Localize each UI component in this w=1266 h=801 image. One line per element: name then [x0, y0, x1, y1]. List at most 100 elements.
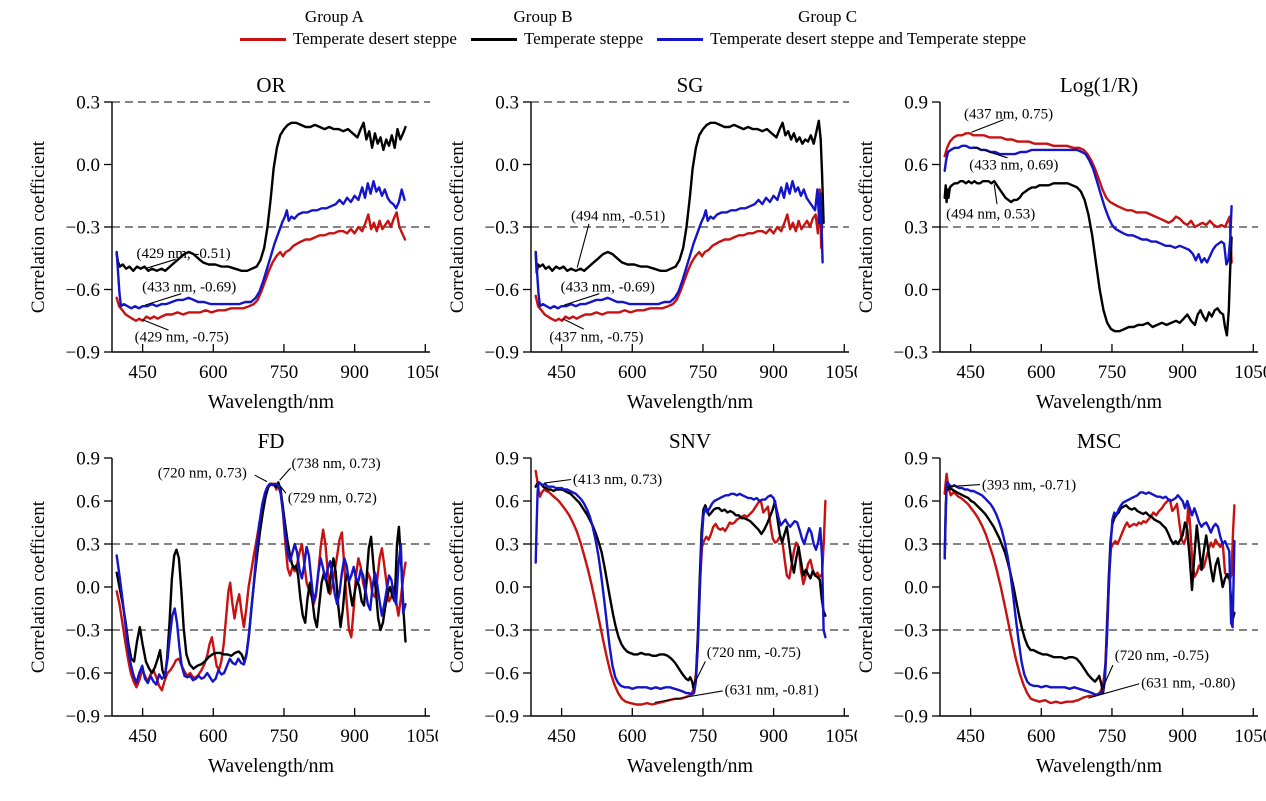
annotation-leader-line: [1100, 664, 1114, 692]
y-tick-label: −0.6: [894, 664, 928, 685]
x-axis-label: Wavelength/nm: [208, 391, 335, 413]
series-line: [534, 469, 827, 706]
series-line: [115, 211, 407, 323]
x-tick-label: 600: [618, 362, 647, 383]
annotation-label: (494 nm, -0.51): [571, 209, 665, 225]
annotation-label: (631 nm, -0.80): [1141, 675, 1235, 691]
series-line: [943, 481, 1236, 696]
series-line: [943, 485, 1236, 695]
x-tick-label: 600: [1027, 726, 1056, 747]
y-tick-label: −0.3: [894, 343, 928, 364]
x-tick-label: 900: [1168, 726, 1197, 747]
legend-line-blue-icon: [657, 37, 704, 41]
y-tick-label: 0.9: [904, 449, 928, 470]
y-tick-label: 0.0: [495, 155, 519, 176]
y-tick-label: 0.3: [904, 535, 928, 556]
plot-title: SNV: [669, 429, 711, 453]
y-tick-label: 0.3: [76, 93, 100, 114]
y-tick-label: −0.3: [894, 621, 928, 642]
y-tick-label: 0.0: [76, 155, 100, 176]
series-line: [115, 482, 407, 686]
annotation-leader-line: [993, 184, 998, 205]
y-tick-label: 0.9: [76, 449, 100, 470]
x-tick-label: 900: [340, 362, 369, 383]
y-tick-label: −0.3: [66, 218, 100, 239]
x-tick-label: 450: [956, 726, 985, 747]
annotation-label: (437 nm, 0.75): [964, 106, 1053, 122]
x-axis-label: Wavelength/nm: [208, 755, 335, 777]
y-tick-label: 0.9: [495, 449, 519, 470]
x-tick-label: 750: [689, 726, 718, 747]
annotation-label: (720 nm, -0.75): [707, 645, 801, 661]
annotation-label: (720 nm, -0.75): [1115, 648, 1209, 664]
y-axis-label: Correlation coefficient: [856, 500, 877, 673]
x-tick-label: 450: [547, 362, 576, 383]
legend-group-c: Group C Temperate desert steppe and Temp…: [657, 6, 1026, 50]
y-tick-label: 0.6: [904, 492, 928, 513]
annotation-leader-line: [144, 258, 176, 270]
series-line: [534, 119, 825, 275]
annotation-leader-line: [654, 690, 723, 703]
x-tick-label: 600: [199, 362, 228, 383]
y-tick-label: −0.6: [66, 280, 100, 301]
legend-label-group-a: Temperate desert steppe: [292, 29, 457, 48]
y-axis-label: Correlation coefficient: [856, 140, 877, 313]
annotation-label: (433 nm, -0.69): [142, 279, 236, 295]
annotation-label: (494 nm, 0.53): [946, 206, 1035, 222]
y-tick-label: −0.3: [66, 621, 100, 642]
y-tick-label: −0.3: [485, 218, 519, 239]
x-axis-label: Wavelength/nm: [627, 755, 754, 777]
series-line: [115, 179, 406, 310]
annotation-leader-line: [971, 119, 1004, 133]
x-tick-label: 750: [270, 726, 299, 747]
series-line: [115, 121, 407, 273]
y-tick-label: −0.9: [66, 707, 100, 728]
y-tick-label: 0.3: [495, 93, 519, 114]
y-axis-label: Correlation coefficient: [28, 500, 49, 673]
annotation-leader-line: [576, 223, 590, 268]
y-tick-label: 0.3: [904, 218, 928, 239]
legend-label-group-c: Temperate desert steppe and Temperate st…: [710, 29, 1027, 48]
series-line: [943, 179, 1233, 337]
y-tick-label: −0.9: [485, 343, 519, 364]
annotation-leader-line: [144, 293, 182, 306]
annotation-leader-line: [973, 146, 1008, 159]
y-tick-label: −0.9: [485, 707, 519, 728]
y-tick-label: −0.6: [485, 664, 519, 685]
annotation-leader-line: [279, 485, 287, 494]
legend-group-b: Group B Temperate steppe: [470, 6, 643, 50]
x-tick-label: 450: [547, 726, 576, 747]
legend-group-a: Group A Temperate desert steppe: [239, 6, 457, 50]
y-tick-label: 0.6: [904, 155, 928, 176]
y-tick-label: 0.0: [904, 578, 928, 599]
y-tick-label: 0.0: [76, 578, 100, 599]
y-tick-label: 0.6: [495, 492, 519, 513]
x-tick-label: 900: [759, 726, 788, 747]
legend-group-b-title: Group B: [513, 7, 573, 26]
plot-title: Log(1/R): [1060, 73, 1138, 97]
annotation-leader-line: [279, 467, 291, 481]
annotation-leader-line: [1088, 683, 1140, 699]
annotation-label: (437 nm, -0.75): [549, 329, 643, 345]
x-tick-label: 450: [128, 726, 157, 747]
x-axis-label: Wavelength/nm: [1036, 391, 1163, 413]
y-axis-label: Correlation coefficient: [28, 140, 49, 313]
annotation-leader-line: [254, 474, 268, 483]
series-line: [534, 188, 824, 323]
annotation-label: (729 nm, 0.72): [288, 490, 377, 506]
x-tick-label: 750: [1098, 726, 1127, 747]
legend-group-c-title: Group C: [798, 7, 858, 26]
annotation-label: (738 nm, 0.73): [291, 456, 380, 472]
y-tick-label: −0.6: [485, 280, 519, 301]
legend-group-a-title: Group A: [304, 7, 364, 26]
y-tick-label: 0.6: [76, 492, 100, 513]
y-tick-label: 0.3: [495, 535, 519, 556]
